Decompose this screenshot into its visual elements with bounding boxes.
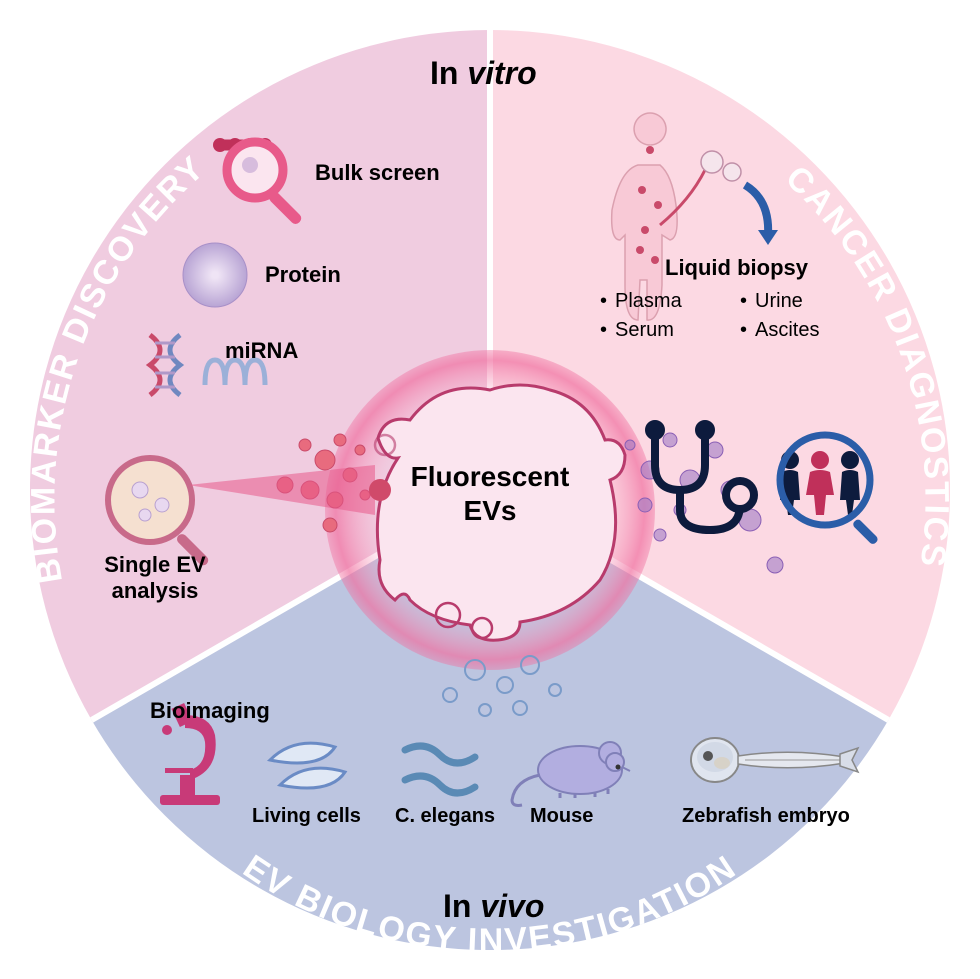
living-cells-label: Living cells	[252, 805, 361, 828]
bulk-screen-label: Bulk screen	[315, 160, 440, 186]
mirna-label: miRNA	[225, 338, 298, 364]
biopsy-list: •Plasma •Urine •Serum •Ascites	[600, 290, 880, 342]
c-elegans-label: C. elegans	[395, 805, 495, 828]
zebrafish-label: Zebrafish embryo	[682, 805, 850, 828]
single-ev-label: Single EV analysis	[100, 552, 210, 605]
center-title: Fluorescent EVs	[390, 460, 590, 527]
in-vivo-title: In vivo	[443, 888, 544, 925]
protein-icon	[183, 243, 247, 307]
bioimaging-label: Bioimaging	[150, 698, 270, 724]
protein-label: Protein	[265, 262, 341, 288]
mouse-label: Mouse	[530, 805, 593, 828]
liquid-biopsy-label: Liquid biopsy	[665, 255, 808, 281]
in-vitro-title: In vitro	[430, 55, 537, 92]
